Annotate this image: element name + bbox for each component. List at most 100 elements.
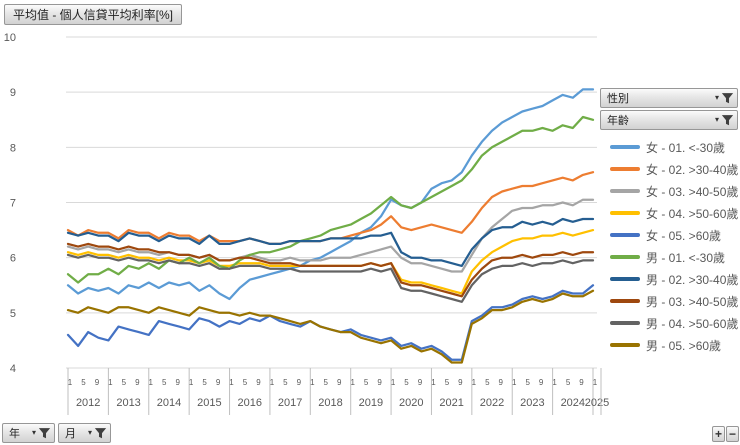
month-tick-label: 1 <box>350 378 355 387</box>
month-tick-label: 9 <box>297 378 302 387</box>
legend-label: 女 - 01. <-30歲 <box>646 140 726 155</box>
year-tick-label: 2023 <box>520 397 544 409</box>
chart-legend: 女 - 01. <-30歲女 - 02. >30-40歲女 - 03. >40-… <box>610 136 738 356</box>
month-tick-label: 5 <box>324 378 329 387</box>
legend-item[interactable]: 男 - 01. <-30歲 <box>610 246 738 268</box>
month-tick-label: 5 <box>243 378 248 387</box>
chevron-down-icon: ▾ <box>87 428 92 437</box>
year-tick-label: 2020 <box>399 397 423 409</box>
chevron-down-icon: ▾ <box>714 93 719 102</box>
series-line <box>66 115 595 284</box>
series-line <box>66 242 595 298</box>
legend-item[interactable]: 女 - 04. >50-60歲 <box>610 202 738 224</box>
legend-swatch <box>610 211 640 215</box>
month-tick-label: 1 <box>512 378 517 387</box>
legend-item[interactable]: 女 - 03. >40-50歲 <box>610 180 738 202</box>
year-field-button[interactable]: 年 ▾ <box>2 423 55 443</box>
legend-label: 男 - 04. >50-60歲 <box>646 316 739 331</box>
series-line <box>66 198 595 273</box>
year-tick-label: 2016 <box>237 397 261 409</box>
month-tick-label: 5 <box>525 378 530 387</box>
chart-title: 平均值 - 個人信貸平均利率[%] <box>13 8 174 22</box>
legend-swatch <box>610 255 640 259</box>
filter-funnel-icon <box>38 427 51 438</box>
month-tick-label: 1 <box>552 378 557 387</box>
filter-funnel-icon <box>94 427 107 438</box>
month-tick-label: 9 <box>175 378 180 387</box>
legend-swatch <box>610 233 640 237</box>
month-tick-label: 1 <box>593 378 598 387</box>
month-field-button[interactable]: 月 ▾ <box>58 423 111 443</box>
month-tick-label: 9 <box>216 378 221 387</box>
legend-label: 女 - 02. >30-40歲 <box>646 162 739 177</box>
age-filter-button[interactable]: 年齡 ▾ <box>600 110 738 130</box>
year-tick-label: 2025 <box>585 397 609 409</box>
year-tick-label: 2019 <box>359 397 383 409</box>
month-tick-label: 5 <box>122 378 127 387</box>
month-tick-label: 1 <box>472 378 477 387</box>
y-axis-tick-label: 6 <box>10 253 16 265</box>
month-tick-label: 5 <box>162 378 167 387</box>
legend-item[interactable]: 男 - 04. >50-60歲 <box>610 312 738 334</box>
legend-swatch <box>610 167 640 171</box>
legend-item[interactable]: 女 - 01. <-30歲 <box>610 136 738 158</box>
legend-item[interactable]: 男 - 03. >40-50歲 <box>610 290 738 312</box>
legend-label: 男 - 01. <-30歲 <box>646 250 726 265</box>
year-tick-label: 2024 <box>561 397 585 409</box>
month-tick-label: 1 <box>108 378 113 387</box>
year-tick-label: 2021 <box>439 397 463 409</box>
month-tick-label: 1 <box>229 378 234 387</box>
axis-field-buttons: 年 ▾ 月 ▾ <box>2 423 111 443</box>
gender-filter-button[interactable]: 性別 ▾ <box>600 88 738 108</box>
month-tick-label: 9 <box>95 378 100 387</box>
y-axis-tick-label: 4 <box>10 363 16 375</box>
month-tick-label: 5 <box>283 378 288 387</box>
year-tick-label: 2022 <box>480 397 504 409</box>
series-line <box>66 289 595 364</box>
y-axis-tick-label: 7 <box>10 198 16 210</box>
month-tick-label: 9 <box>337 378 342 387</box>
legend-label: 女 - 05. >60歲 <box>646 228 722 243</box>
legend-label: 女 - 04. >50-60歲 <box>646 206 739 221</box>
filter-funnel-icon <box>721 92 734 103</box>
month-tick-label: 1 <box>270 378 275 387</box>
series-line <box>66 88 595 301</box>
month-field-label: 月 <box>65 428 76 440</box>
month-tick-label: 1 <box>149 378 154 387</box>
age-filter-label: 年齡 <box>607 115 629 127</box>
year-tick-label: 2015 <box>197 397 221 409</box>
legend-swatch <box>610 321 640 325</box>
month-tick-label: 5 <box>445 378 450 387</box>
series-line <box>66 284 595 361</box>
month-tick-label: 5 <box>81 378 86 387</box>
expand-plus-button[interactable]: + <box>712 426 725 442</box>
legend-item[interactable]: 女 - 05. >60歲 <box>610 224 738 246</box>
chevron-down-icon: ▾ <box>714 115 719 124</box>
month-tick-label: 1 <box>391 378 396 387</box>
value-field-button[interactable]: 平均值 - 個人信貸平均利率[%] <box>4 4 183 25</box>
year-tick-label: 2018 <box>318 397 342 409</box>
legend-item[interactable]: 男 - 05. >60歲 <box>610 334 738 356</box>
legend-item[interactable]: 男 - 02. >30-40歲 <box>610 268 738 290</box>
collapse-minus-button[interactable]: − <box>726 426 739 442</box>
month-tick-label: 5 <box>566 378 571 387</box>
month-tick-label: 9 <box>499 378 504 387</box>
legend-swatch <box>610 189 640 193</box>
month-tick-label: 9 <box>579 378 584 387</box>
legend-label: 女 - 03. >40-50歲 <box>646 184 739 199</box>
gender-filter-label: 性別 <box>607 93 629 105</box>
legend-label: 男 - 05. >60歲 <box>646 338 722 353</box>
drill-buttons: + − <box>712 426 739 442</box>
month-tick-label: 1 <box>189 378 194 387</box>
y-axis-tick-label: 9 <box>10 87 16 99</box>
month-tick-label: 5 <box>404 378 409 387</box>
month-tick-label: 9 <box>458 378 463 387</box>
legend-label: 男 - 03. >40-50歲 <box>646 294 739 309</box>
month-tick-label: 9 <box>377 378 382 387</box>
series-line <box>66 171 595 246</box>
legend-item[interactable]: 女 - 02. >30-40歲 <box>610 158 738 180</box>
month-tick-label: 1 <box>68 378 73 387</box>
legend-swatch <box>610 299 640 303</box>
